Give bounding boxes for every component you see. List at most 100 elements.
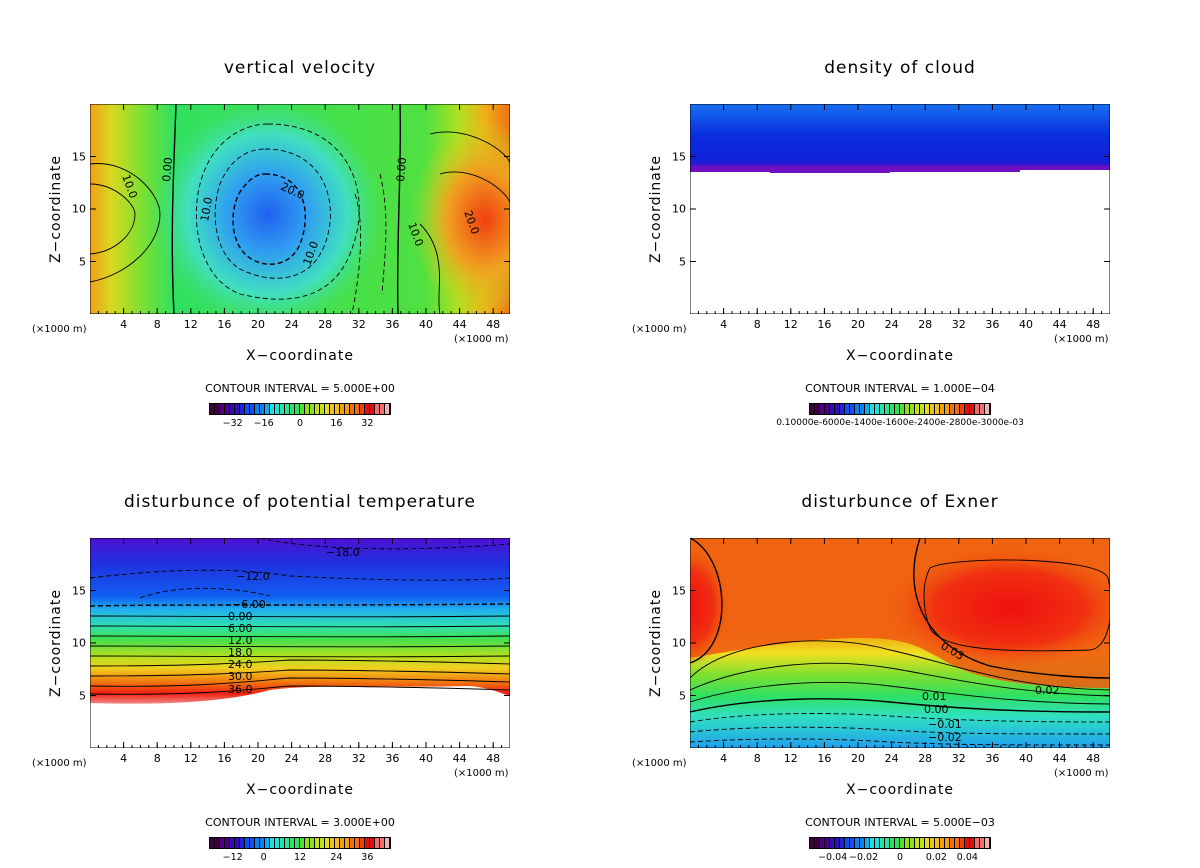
- contour-label: 18.0: [228, 646, 253, 659]
- contour-label: 0.00: [924, 703, 949, 716]
- x-tick-label: 40: [419, 318, 433, 331]
- axis-ticks: [90, 104, 510, 314]
- colorbar-band: [810, 404, 815, 414]
- contour-line: [923, 559, 1110, 652]
- colorbar-band: [825, 404, 830, 414]
- colorbar-band: [325, 404, 330, 414]
- contour-interval: CONTOUR INTERVAL = 3.000E+00: [205, 816, 395, 829]
- x-axis-label: X−coordinate: [246, 782, 354, 798]
- colorbar-band: [905, 838, 910, 848]
- colorbar-band: [900, 404, 905, 414]
- colorbar-band: [300, 838, 305, 848]
- colorbar-band: [235, 404, 240, 414]
- colorbar-band: [955, 838, 960, 848]
- x-unit-left: (×1000 m): [32, 324, 87, 335]
- contour-label: −0.02: [928, 731, 962, 744]
- colorbar-band: [829, 838, 835, 848]
- colorbar-band: [285, 404, 290, 414]
- x-tick-label: 40: [1019, 752, 1033, 765]
- x-unit-right: (×1000 m): [1054, 768, 1109, 779]
- x-tick-label: 48: [1086, 752, 1101, 765]
- colorbar-band: [985, 404, 990, 414]
- contour-line: [90, 183, 136, 255]
- x-tick-label: 24: [884, 752, 899, 765]
- colorbar-band: [945, 838, 950, 848]
- x-tick-label: 32: [351, 318, 366, 331]
- colorbar-band: [325, 838, 330, 848]
- y-axis-label: Z−coordinate: [648, 155, 664, 263]
- colorbar-tick-label: −16: [253, 418, 274, 429]
- colorbar-band: [860, 838, 865, 848]
- colorbar-band: [885, 838, 890, 848]
- contour-label: 0.00: [160, 157, 175, 183]
- contour-interval: CONTOUR INTERVAL = 5.000E+00: [205, 382, 395, 395]
- contour-interval: CONTOUR INTERVAL = 1.000E−04: [805, 382, 995, 395]
- colorbar-band: [310, 404, 315, 414]
- y-tick-label: 15: [72, 150, 86, 163]
- colorbar-band: [855, 404, 860, 414]
- colorbar-band: [875, 404, 880, 414]
- colorbar-band: [320, 404, 325, 414]
- colorbar-band: [315, 838, 320, 848]
- colorbar-band: [945, 404, 950, 414]
- panel-exner: disturbunce of Exner: [600, 434, 1200, 868]
- colorbar-band: [265, 404, 270, 414]
- colorbar-band: [840, 404, 845, 414]
- colorbar-band: [969, 838, 975, 848]
- contour-line: [690, 726, 1110, 735]
- colorbar-band: [375, 404, 380, 414]
- colorbar-band: [819, 404, 825, 414]
- colorbar-band: [350, 404, 355, 414]
- colorbar-band: [330, 404, 335, 414]
- contour-label: 10.0: [198, 196, 215, 222]
- colorbar-band: [895, 404, 900, 414]
- x-tick-label: 16: [217, 752, 232, 765]
- chart-title: vertical velocity: [223, 58, 377, 78]
- contour-interval: CONTOUR INTERVAL = 5.000E−03: [805, 816, 995, 829]
- x-unit-right: (×1000 m): [454, 768, 509, 779]
- contour-line: [90, 635, 510, 638]
- colorbar-tick-text: 0.10000e-6000e-1400e-1600e-2400e-2800e-3…: [776, 418, 1024, 428]
- colorbar-band: [870, 404, 875, 414]
- x-axis-label: X−coordinate: [246, 348, 354, 364]
- colorbar-band: [235, 838, 240, 848]
- x-tick-label: 8: [153, 318, 161, 331]
- colorbar-band: [889, 838, 895, 848]
- colorbar-band: [240, 838, 245, 848]
- colorbar-band: [385, 404, 390, 414]
- colorbar-band: [260, 838, 265, 848]
- colorbar-tick-label: 0: [296, 418, 304, 429]
- x-tick-label: 8: [153, 752, 161, 765]
- colorbar-band: [910, 838, 915, 848]
- colorbar-band: [335, 838, 340, 848]
- contour-line: [90, 625, 510, 628]
- contour-line: [90, 615, 510, 618]
- x-tick-label: 8: [753, 752, 761, 765]
- colorbar-band: [289, 404, 295, 414]
- colorbar-band: [975, 404, 980, 414]
- colorbar-band: [355, 404, 360, 414]
- colorbar-band: [280, 404, 285, 414]
- contour-line: [90, 669, 510, 677]
- cloud-base: [690, 166, 1110, 173]
- contour-line: [690, 738, 1110, 746]
- colorbar-band: [855, 838, 860, 848]
- x-tick-label: 48: [1086, 318, 1101, 331]
- downdraft-core: [153, 104, 383, 314]
- contour-line: [90, 677, 510, 687]
- contour-line: [351, 193, 362, 314]
- contour-plot: −18.0 −12.0 −6.00 0.00 6.00 12.0 18.0 24…: [90, 538, 510, 748]
- colorbar-band: [885, 404, 890, 414]
- x-tick-label: 28: [918, 752, 933, 765]
- x-tick-label: 20: [851, 318, 865, 331]
- colorbar-band: [845, 404, 850, 414]
- contour-line: [690, 681, 1110, 705]
- colorbar-band: [375, 838, 380, 848]
- colorbar-band: [975, 838, 980, 848]
- x-tick-label: 36: [385, 318, 400, 331]
- x-tick-label: 36: [985, 752, 1000, 765]
- contour-line: [439, 171, 510, 205]
- contour-line: [90, 603, 510, 607]
- colorbar-band: [829, 404, 835, 414]
- colorbar-band: [965, 838, 970, 848]
